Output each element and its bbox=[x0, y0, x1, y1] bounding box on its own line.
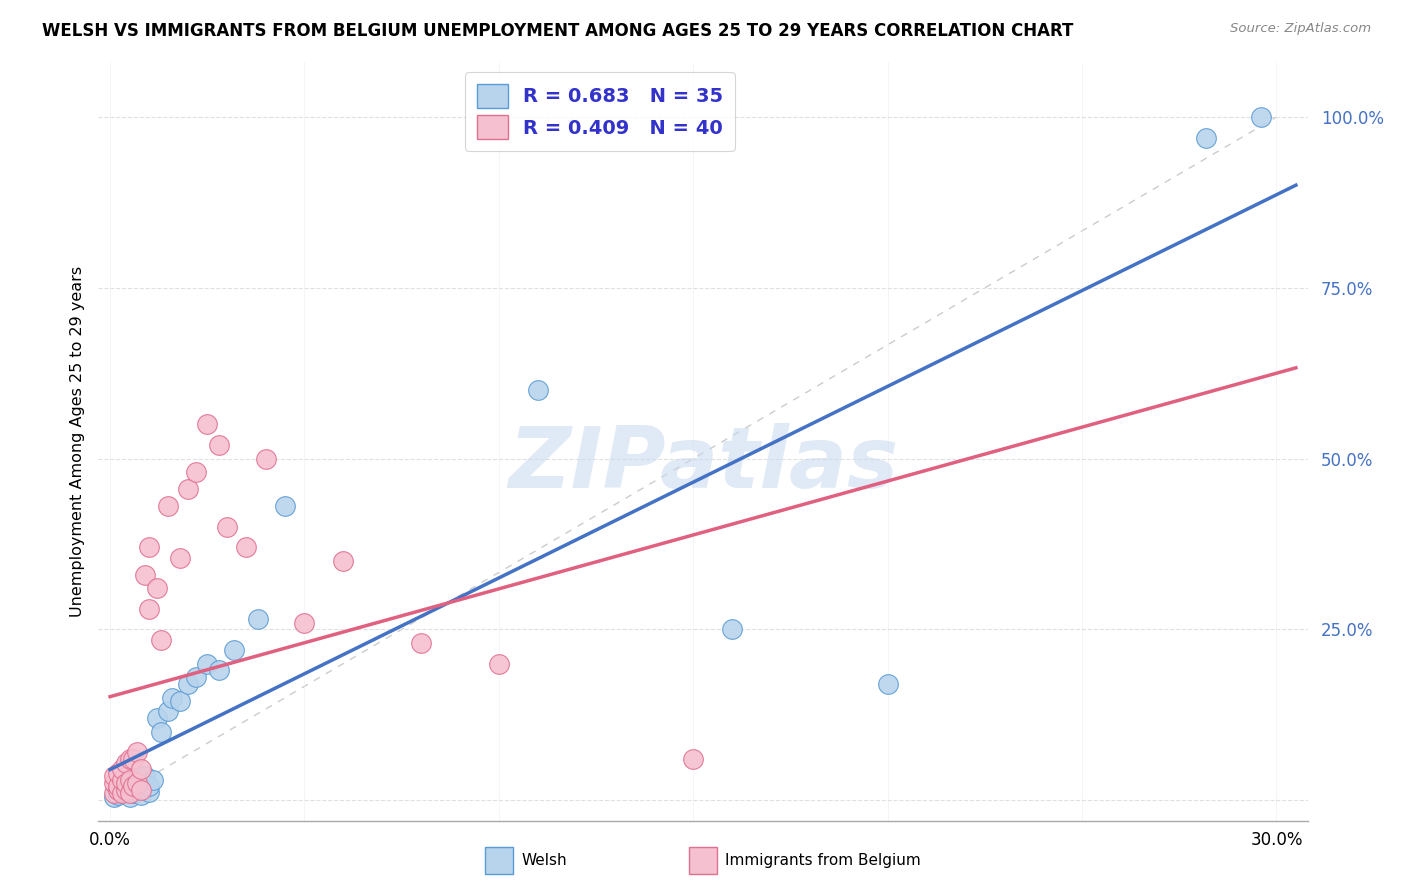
Point bbox=[224, 643, 246, 657]
Point bbox=[114, 756, 136, 770]
Point bbox=[129, 763, 152, 777]
Point bbox=[127, 776, 149, 790]
Point bbox=[114, 783, 136, 797]
Point bbox=[215, 520, 238, 534]
Point bbox=[162, 690, 184, 705]
Point bbox=[157, 500, 180, 514]
Point bbox=[1250, 110, 1272, 124]
Text: WELSH VS IMMIGRANTS FROM BELGIUM UNEMPLOYMENT AMONG AGES 25 TO 29 YEARS CORRELAT: WELSH VS IMMIGRANTS FROM BELGIUM UNEMPLO… bbox=[42, 22, 1074, 40]
Point bbox=[184, 465, 207, 479]
Point bbox=[122, 772, 145, 787]
Point bbox=[114, 776, 136, 790]
Point bbox=[145, 711, 167, 725]
Point bbox=[208, 664, 231, 678]
Point bbox=[142, 772, 165, 787]
Point bbox=[195, 417, 218, 432]
Point bbox=[127, 745, 149, 759]
Point bbox=[411, 636, 433, 650]
Point bbox=[107, 788, 129, 802]
Text: Source: ZipAtlas.com: Source: ZipAtlas.com bbox=[1230, 22, 1371, 36]
Point bbox=[107, 765, 129, 780]
Point bbox=[145, 582, 167, 596]
Point bbox=[114, 785, 136, 799]
Point bbox=[294, 615, 316, 630]
Point bbox=[103, 789, 125, 804]
Point bbox=[184, 670, 207, 684]
Point bbox=[111, 772, 134, 787]
Point bbox=[138, 541, 160, 555]
Point bbox=[274, 500, 297, 514]
Point bbox=[122, 786, 145, 800]
Point bbox=[103, 776, 125, 790]
Point bbox=[129, 788, 152, 802]
Text: Welsh: Welsh bbox=[522, 854, 567, 868]
Point bbox=[721, 623, 744, 637]
Text: Immigrants from Belgium: Immigrants from Belgium bbox=[725, 854, 921, 868]
Point bbox=[129, 783, 152, 797]
Point bbox=[111, 786, 134, 800]
Point bbox=[149, 632, 172, 647]
Point bbox=[118, 780, 141, 795]
Point bbox=[107, 783, 129, 797]
Point bbox=[149, 724, 172, 739]
Legend: R = 0.683   N = 35, R = 0.409   N = 40: R = 0.683 N = 35, R = 0.409 N = 40 bbox=[465, 72, 735, 151]
Point bbox=[103, 769, 125, 783]
Point bbox=[107, 783, 129, 797]
Point bbox=[138, 602, 160, 616]
Point bbox=[208, 438, 231, 452]
Y-axis label: Unemployment Among Ages 25 to 29 years: Unemployment Among Ages 25 to 29 years bbox=[69, 266, 84, 617]
Point bbox=[246, 612, 269, 626]
Point bbox=[118, 752, 141, 766]
Point bbox=[488, 657, 510, 671]
Point bbox=[122, 780, 145, 794]
Point bbox=[127, 783, 149, 797]
Point bbox=[118, 786, 141, 800]
Point bbox=[876, 677, 898, 691]
Point bbox=[111, 780, 134, 794]
Point bbox=[118, 789, 141, 804]
Point bbox=[177, 483, 200, 497]
Point bbox=[169, 550, 191, 565]
Point bbox=[1195, 130, 1218, 145]
Point bbox=[118, 772, 141, 787]
Text: ZIPatlas: ZIPatlas bbox=[508, 423, 898, 506]
Point bbox=[177, 677, 200, 691]
Point bbox=[332, 554, 354, 568]
Point bbox=[127, 776, 149, 790]
Point bbox=[254, 451, 277, 466]
Point bbox=[111, 763, 134, 777]
Point bbox=[157, 704, 180, 718]
Point bbox=[122, 752, 145, 766]
Point bbox=[107, 780, 129, 794]
Point bbox=[195, 657, 218, 671]
Point bbox=[235, 541, 257, 555]
Point bbox=[682, 752, 704, 766]
Point bbox=[134, 769, 156, 783]
Point bbox=[103, 786, 125, 800]
Point bbox=[138, 780, 160, 794]
Point bbox=[526, 384, 548, 398]
Point bbox=[138, 785, 160, 799]
Point bbox=[114, 776, 136, 790]
Point bbox=[111, 786, 134, 800]
Point bbox=[169, 694, 191, 708]
Point bbox=[134, 567, 156, 582]
